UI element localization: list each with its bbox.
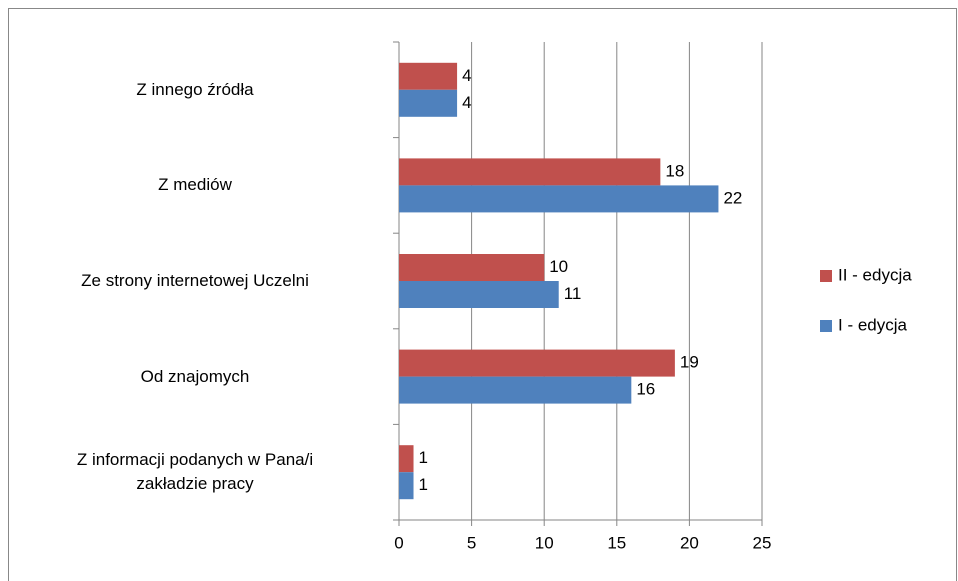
legend-label: II - edycja xyxy=(838,265,912,284)
value-label: 11 xyxy=(564,284,582,303)
value-label: 18 xyxy=(665,161,684,180)
bar xyxy=(399,349,675,377)
value-label: 1 xyxy=(419,475,428,494)
bar xyxy=(399,445,414,473)
y-tick-label: Ze strony internetowej Uczelni xyxy=(81,271,309,290)
y-tick-label: Od znajomych xyxy=(140,366,250,386)
value-label: 10 xyxy=(549,257,568,276)
x-tick-label: 0 xyxy=(394,533,403,552)
x-tick-label: 15 xyxy=(607,533,626,552)
y-tick-label: Z innego źródła xyxy=(136,79,254,99)
bar xyxy=(399,89,458,117)
value-label: 16 xyxy=(636,380,655,399)
value-label: 22 xyxy=(723,188,742,207)
value-label: 4 xyxy=(462,66,471,85)
value-label: 1 xyxy=(419,448,428,467)
y-tick-label: Z mediów xyxy=(158,175,232,195)
bar xyxy=(399,472,414,500)
x-tick-label: 5 xyxy=(467,533,476,552)
chart-border xyxy=(8,8,957,581)
x-tick-label: 20 xyxy=(680,533,699,552)
bar xyxy=(399,254,545,281)
bar xyxy=(399,376,632,404)
legend-swatch xyxy=(820,320,832,332)
bar xyxy=(399,158,661,186)
y-tick-label: Z informacji podanych w Pana/i zakładzie… xyxy=(76,450,314,494)
x-tick-label: 25 xyxy=(753,533,772,552)
bar xyxy=(399,281,559,308)
bar xyxy=(399,62,458,90)
legend-swatch xyxy=(820,270,832,282)
x-tick-label: 10 xyxy=(535,533,554,552)
legend-label: I - edycja xyxy=(838,315,908,334)
value-label: 4 xyxy=(462,93,471,112)
value-label: 19 xyxy=(680,353,699,372)
bar xyxy=(399,185,719,213)
